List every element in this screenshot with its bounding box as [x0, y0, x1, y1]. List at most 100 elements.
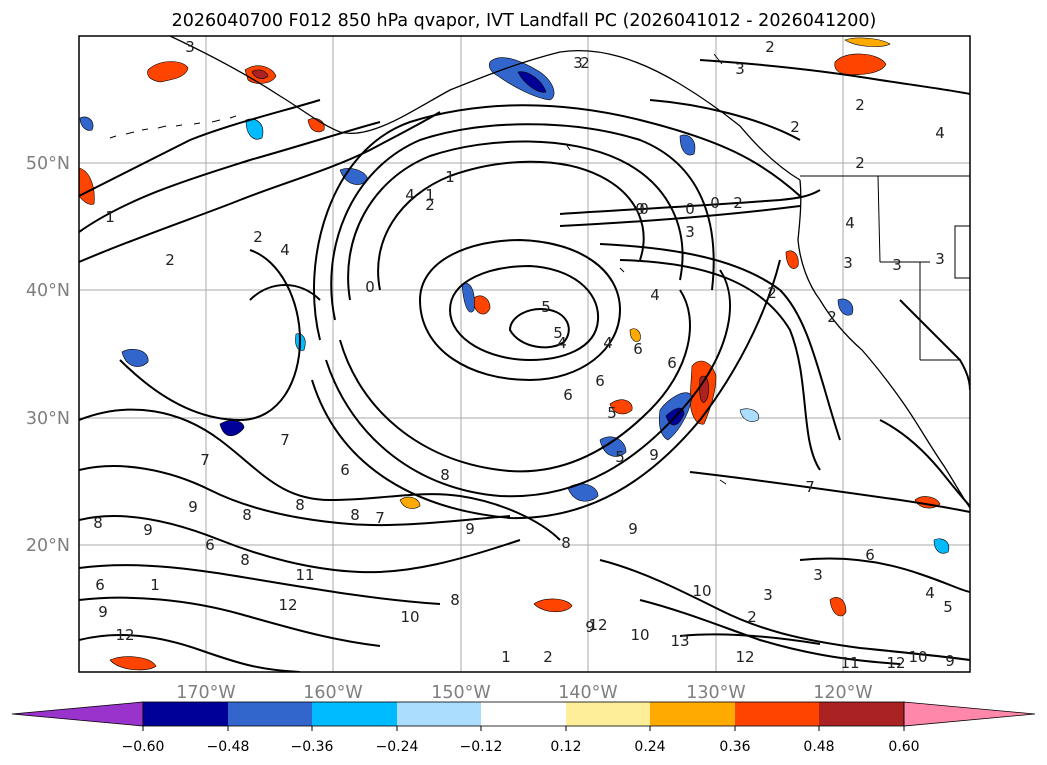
- longitude-label: 130°W: [686, 683, 745, 703]
- contour-label: 5: [553, 324, 563, 342]
- longitude-label: 120°W: [813, 683, 872, 703]
- colorbar-swatch: [903, 701, 1036, 727]
- contour-label: 3: [763, 586, 773, 604]
- contour-line: [79, 515, 521, 574]
- colorbar-tick-label: −0.60: [122, 739, 165, 755]
- latitude-label: 30°N: [26, 409, 70, 429]
- contour-line: [311, 259, 781, 520]
- contour-line: [799, 557, 970, 593]
- anomaly-blob: [533, 598, 573, 613]
- contour-label: 4: [603, 334, 613, 352]
- colorbar-swatch: [397, 702, 481, 726]
- contour-label: 2: [855, 154, 865, 172]
- contour-line: [689, 471, 970, 513]
- contour-line: [559, 189, 821, 215]
- islands: [565, 53, 727, 485]
- contour-label: 1: [501, 648, 511, 666]
- contour-line: [619, 259, 821, 471]
- contour-label: 1: [425, 186, 435, 204]
- contour-label: 6: [95, 576, 105, 594]
- contour-label: 6: [667, 354, 677, 372]
- anomaly-blob: [399, 496, 421, 509]
- contour-label: 12: [886, 654, 905, 672]
- contour-label: 6: [340, 461, 350, 479]
- latitude-label: 20°N: [26, 536, 70, 556]
- colorbar-tick-label: −0.12: [460, 739, 503, 755]
- contour-label: 8: [350, 506, 360, 524]
- contour-label: 2: [790, 118, 800, 136]
- contour-label: 2: [733, 194, 743, 212]
- contour-label: 1: [105, 208, 115, 226]
- contour-label: 3: [573, 54, 583, 72]
- contour-line: [330, 123, 715, 321]
- contour-label: 0: [365, 278, 375, 296]
- contour-label: 9: [465, 520, 475, 538]
- colorbar-swatch: [819, 702, 904, 726]
- contour-label: 7: [280, 431, 290, 449]
- contour-label: 9: [945, 652, 955, 670]
- contour-line: [879, 419, 970, 507]
- anomaly-blob: [251, 69, 269, 79]
- contour-label: 9: [98, 603, 108, 621]
- coastlines: [109, 36, 970, 509]
- contour-label: 5: [943, 598, 953, 616]
- contour-line: [448, 264, 600, 362]
- contour-label: 3: [185, 38, 195, 56]
- contour-label: 11: [840, 654, 859, 672]
- contour-line: [79, 634, 301, 672]
- colorbar-tick-label: 0.24: [634, 739, 665, 755]
- contour-label: 1: [445, 168, 455, 186]
- longitude-label: 140°W: [558, 683, 617, 703]
- colorbar-tick-label: 0.60: [888, 739, 919, 755]
- contour-label: 12: [588, 616, 607, 634]
- contour-label: 0: [635, 200, 645, 218]
- longitude-label: 170°W: [176, 683, 235, 703]
- contour-label: 8: [93, 514, 103, 532]
- contour-line: [599, 559, 970, 661]
- colorbar-swatch: [566, 702, 650, 726]
- anomaly-blob: [785, 250, 799, 269]
- contour-label: 4: [557, 334, 567, 352]
- colorbar-tick-label: 0.12: [550, 739, 581, 755]
- contour-line: [599, 243, 841, 441]
- longitude-labels: 170°W 160°W 150°W 140°W 130°W 120°W: [176, 683, 872, 703]
- anomaly-blob: [679, 134, 696, 156]
- anomaly-blob: [471, 295, 491, 315]
- anomaly-blob: [79, 116, 94, 131]
- aleutian-islands: [109, 115, 237, 139]
- contour-label: 5: [607, 404, 617, 422]
- contour-line: [559, 205, 801, 227]
- contour-label: 1: [150, 576, 160, 594]
- contour-label: 8: [440, 466, 450, 484]
- contour-lines: [79, 59, 970, 672]
- anomaly-blob: [629, 328, 641, 342]
- contour-label: 6: [865, 546, 875, 564]
- contour-label: 8: [240, 551, 250, 569]
- contour-label: 0: [639, 200, 649, 218]
- contour-line: [79, 596, 381, 647]
- contour-label: 2: [747, 608, 757, 626]
- contour-label: 0: [685, 200, 695, 218]
- contour-label: 3: [685, 223, 695, 241]
- contour-label: 4: [925, 584, 935, 602]
- latitude-label: 50°N: [26, 154, 70, 174]
- contour-label: 10: [630, 626, 649, 644]
- contour-label: 3: [892, 256, 902, 274]
- contour-line: [249, 284, 321, 301]
- contour-label: 3: [735, 60, 745, 78]
- graticule: [79, 36, 970, 672]
- contour-line: [699, 59, 970, 95]
- colorbar-outline: [142, 701, 905, 727]
- map-frame: [78, 35, 971, 673]
- contour-label: 12: [278, 596, 297, 614]
- anomaly-blob: [109, 656, 157, 671]
- contour-line: [79, 465, 511, 527]
- contour-label: 6: [633, 340, 643, 358]
- contour-label: 4: [650, 286, 660, 304]
- contour-label: 10: [908, 648, 927, 666]
- contour-label: 2: [855, 96, 865, 114]
- colorbar-ticks: −0.60 −0.48 −0.36 −0.24 −0.12 0.12 0.24 0.36 0.4…: [122, 726, 920, 755]
- colorbar-swatch: [228, 702, 312, 726]
